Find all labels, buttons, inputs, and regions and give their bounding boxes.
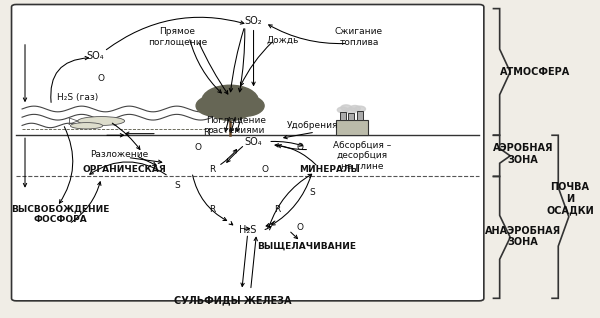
- Text: R: R: [209, 205, 215, 214]
- Text: ВЫСВОБОЖДЕНИЕ
ФОСФОРА: ВЫСВОБОЖДЕНИЕ ФОСФОРА: [11, 205, 109, 224]
- Text: Абсорбция –
десорбция
на глине: Абсорбция – десорбция на глине: [333, 141, 391, 171]
- Circle shape: [202, 85, 258, 116]
- Circle shape: [196, 95, 235, 116]
- Text: H₂S: H₂S: [239, 225, 256, 235]
- Ellipse shape: [70, 123, 103, 129]
- Circle shape: [355, 106, 365, 112]
- Text: O: O: [297, 223, 304, 232]
- Text: АТМОСФЕРА: АТМОСФЕРА: [500, 67, 570, 77]
- Circle shape: [346, 108, 356, 114]
- Text: Удобрения: Удобрения: [286, 121, 338, 130]
- Ellipse shape: [78, 117, 125, 125]
- Bar: [357, 111, 363, 120]
- Text: S: S: [309, 188, 315, 197]
- Text: O: O: [297, 143, 304, 152]
- Text: Прямое
поглощение: Прямое поглощение: [148, 27, 207, 47]
- Text: SO₄: SO₄: [245, 137, 262, 147]
- Text: ВЫЩЕЛАЧИВАНИЕ: ВЫЩЕЛАЧИВАНИЕ: [257, 242, 356, 251]
- Text: O: O: [262, 165, 269, 174]
- Circle shape: [350, 106, 360, 111]
- Text: SO₂: SO₂: [245, 16, 262, 26]
- Circle shape: [337, 107, 348, 113]
- Text: Разложение: Разложение: [89, 150, 148, 159]
- Text: ПОЧВА
И
ОСАДКИ: ПОЧВА И ОСАДКИ: [546, 182, 594, 215]
- Text: R: R: [274, 205, 280, 214]
- Text: SO₄: SO₄: [86, 51, 104, 61]
- Text: ОРГАНИЧЕСКАЯ: ОРГАНИЧЕСКАЯ: [83, 165, 167, 174]
- Circle shape: [208, 96, 253, 121]
- Text: МИНЕРАЛЫ: МИНЕРАЛЫ: [299, 165, 360, 174]
- Text: АНАЭРОБНАЯ
ЗОНА: АНАЭРОБНАЯ ЗОНА: [485, 226, 561, 247]
- Text: Дождь: Дождь: [266, 36, 299, 45]
- Text: S: S: [175, 181, 180, 190]
- Text: O: O: [194, 143, 202, 152]
- Text: СУЛЬФИДЫ ЖЕЛЕЗА: СУЛЬФИДЫ ЖЕЛЕЗА: [174, 295, 292, 305]
- Text: R: R: [209, 165, 215, 174]
- Text: H₂S (газ): H₂S (газ): [57, 93, 98, 102]
- Bar: [349, 113, 355, 120]
- Text: R: R: [203, 128, 210, 137]
- Text: АЭРОБНАЯ
ЗОНА: АЭРОБНАЯ ЗОНА: [493, 143, 553, 165]
- FancyBboxPatch shape: [11, 4, 484, 301]
- Text: Сжигание
топлива: Сжигание топлива: [335, 27, 383, 47]
- Circle shape: [341, 105, 352, 111]
- Text: Поглощение
растениями: Поглощение растениями: [206, 116, 266, 135]
- Circle shape: [226, 95, 264, 116]
- Bar: [335, 120, 368, 135]
- Bar: [340, 112, 346, 120]
- Text: O: O: [98, 74, 104, 83]
